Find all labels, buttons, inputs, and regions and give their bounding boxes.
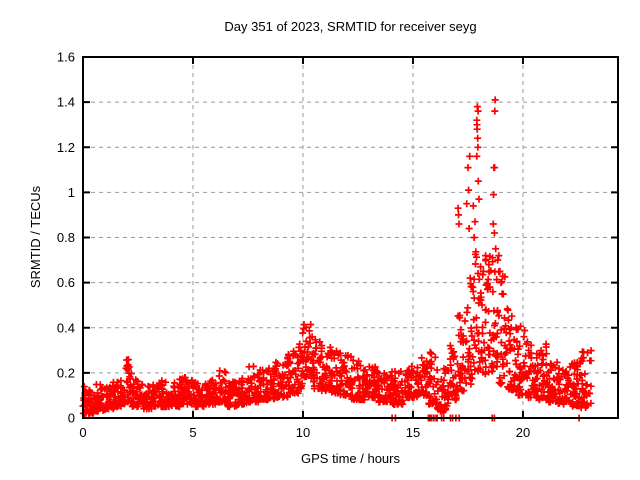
y-tick-label: 1 bbox=[68, 185, 75, 200]
y-tick-label: 0.8 bbox=[57, 230, 75, 245]
y-tick-label: 1.2 bbox=[57, 140, 75, 155]
data-points bbox=[79, 96, 595, 422]
y-tick-label: 0.4 bbox=[57, 320, 75, 335]
y-tick-label: 0 bbox=[68, 411, 75, 426]
x-tick-label: 15 bbox=[406, 425, 420, 440]
x-axis-title: GPS time / hours bbox=[301, 451, 400, 466]
y-tick-label: 1.4 bbox=[57, 95, 75, 110]
y-tick-label: 0.6 bbox=[57, 275, 75, 290]
y-tick-label: 1.6 bbox=[57, 50, 75, 65]
y-tick-label: 0.2 bbox=[57, 365, 75, 380]
chart-title: Day 351 of 2023, SRMTID for receiver sey… bbox=[224, 19, 477, 34]
x-tick-label: 0 bbox=[79, 425, 86, 440]
x-tick-label: 5 bbox=[189, 425, 196, 440]
x-tick-label: 20 bbox=[516, 425, 530, 440]
x-tick-label: 10 bbox=[296, 425, 310, 440]
